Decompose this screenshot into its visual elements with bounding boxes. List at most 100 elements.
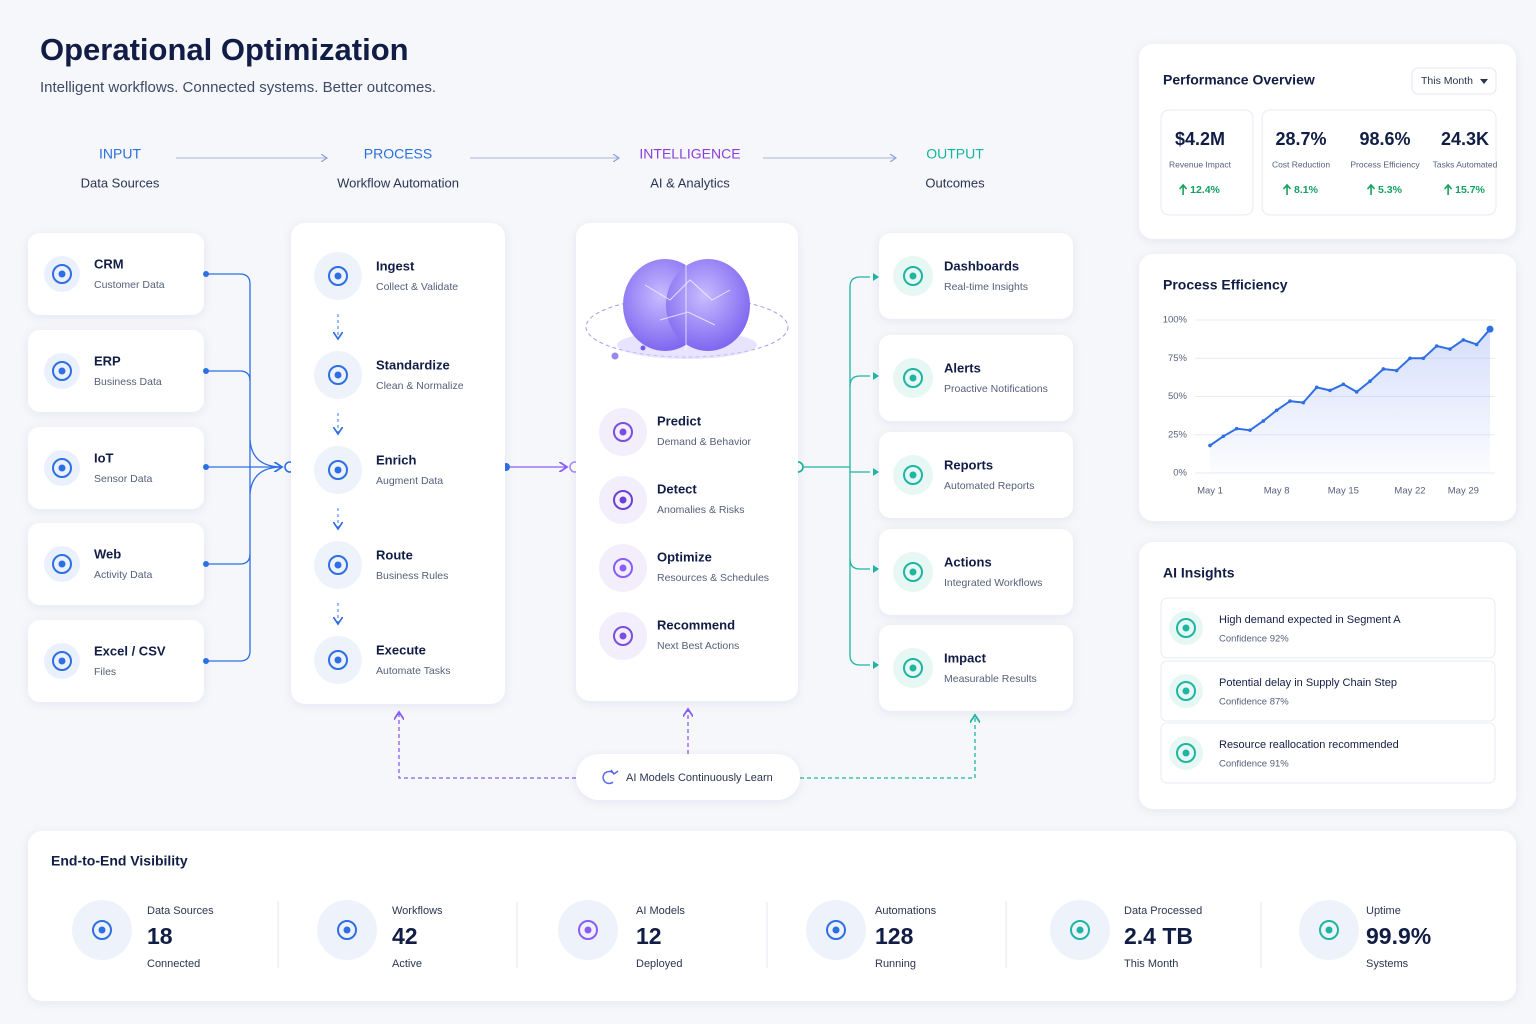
- icon-glyph: [903, 465, 923, 485]
- input-label: ERP: [94, 353, 121, 368]
- intelligence-label: Recommend: [657, 617, 735, 632]
- line-point: [1248, 428, 1252, 432]
- process-sub: Augment Data: [376, 475, 443, 487]
- stage-subtitle: Outcomes: [925, 175, 985, 190]
- output-card: [879, 432, 1073, 518]
- page-title: Operational Optimization: [40, 32, 409, 67]
- input-sub: Activity Data: [94, 569, 153, 581]
- line-point: [1434, 344, 1439, 348]
- kpi-change: 5.3%: [1378, 184, 1403, 196]
- visibility-label: AI Models: [636, 905, 685, 917]
- icon-glyph: [328, 650, 348, 670]
- visibility-label: Automations: [875, 905, 937, 917]
- line-point: [1381, 367, 1386, 371]
- icon-glyph: [52, 458, 72, 478]
- visibility-sub: This Month: [1124, 958, 1178, 970]
- input-card: [28, 330, 204, 412]
- kpi-label: Tasks Automated: [1433, 159, 1498, 169]
- input-card: [28, 233, 204, 315]
- visibility-title: End-to-End Visibility: [51, 853, 188, 869]
- icon-dot: [98, 926, 106, 934]
- intelligence-sub: Next Best Actions: [657, 640, 739, 652]
- process-sub: Business Rules: [376, 570, 448, 582]
- icon-glyph: [92, 920, 112, 940]
- chart-title: Process Efficiency: [1163, 277, 1288, 293]
- kpi-box: [1261, 109, 1497, 216]
- icon-dot: [58, 367, 66, 375]
- icon-glyph: [903, 562, 923, 582]
- x-tick-label: May 29: [1448, 486, 1479, 497]
- output-sub: Integrated Workflows: [944, 577, 1042, 589]
- visibility-value: 2.4 TB: [1124, 923, 1193, 949]
- dropdown-caret: [1480, 79, 1488, 84]
- line-point: [1288, 399, 1292, 403]
- icon-dot: [909, 664, 917, 672]
- visibility-value: 99.9%: [1366, 923, 1431, 949]
- line-point: [1221, 434, 1226, 439]
- insight-text: High demand expected in Segment A: [1219, 614, 1401, 626]
- kpi-change: 8.1%: [1294, 184, 1319, 196]
- icon-dot: [619, 428, 627, 436]
- icon-glyph: [52, 651, 72, 671]
- input-label: CRM: [94, 256, 124, 271]
- visibility-value: 42: [392, 923, 418, 949]
- visibility-label: Data Processed: [1124, 905, 1202, 917]
- output-arrowheads: [873, 273, 879, 669]
- input-label: Web: [94, 546, 121, 561]
- icon-dot: [58, 657, 66, 665]
- process-sub: Clean & Normalize: [376, 380, 464, 392]
- line-point: [1234, 426, 1239, 431]
- x-tick-label: May 1: [1197, 486, 1223, 497]
- icon-glyph: [337, 920, 357, 940]
- intelligence-label: Detect: [657, 481, 697, 496]
- line-point: [1341, 382, 1346, 387]
- input-connectors: [206, 273, 282, 662]
- visibility-label: Data Sources: [147, 905, 214, 917]
- icon-dot: [334, 272, 342, 280]
- line-point: [1368, 379, 1372, 384]
- up-arrow: [1366, 183, 1376, 195]
- kpi-label: Revenue Impact: [1169, 159, 1232, 169]
- feedback-lines: [399, 709, 975, 779]
- stage-title: INTELLIGENCE: [639, 146, 740, 162]
- intelligence-label: Predict: [657, 413, 702, 428]
- icon-glyph: [328, 460, 348, 480]
- input-sub: Customer Data: [94, 279, 165, 291]
- period-dropdown-text[interactable]: This Month: [1421, 75, 1473, 87]
- kpi-value: 28.7%: [1275, 129, 1326, 149]
- icon-glyph: [1176, 681, 1196, 701]
- line-point: [1328, 388, 1332, 393]
- input-sub: Business Data: [94, 376, 162, 388]
- output-card: [879, 625, 1073, 711]
- stage-subtitle: Workflow Automation: [337, 175, 459, 190]
- icon-dot: [1182, 687, 1190, 695]
- process-label: Standardize: [376, 357, 450, 372]
- visibility-value: 12: [636, 923, 662, 949]
- icon-dot: [58, 464, 66, 472]
- output-label: Reports: [944, 457, 993, 472]
- process-label: Execute: [376, 642, 426, 657]
- visibility-label: Workflows: [392, 905, 443, 917]
- icon-dot: [343, 926, 351, 934]
- icon-dot: [1325, 926, 1333, 934]
- icon-dot: [1182, 749, 1190, 757]
- icon-glyph: [52, 554, 72, 574]
- input-card: [28, 523, 204, 605]
- icon-dot: [1182, 624, 1190, 632]
- kpi-change: 12.4%: [1190, 184, 1220, 196]
- icon-dot: [909, 272, 917, 280]
- icon-dot: [832, 926, 840, 934]
- visibility-sub: Running: [875, 958, 916, 970]
- intelligence-sub: Demand & Behavior: [657, 436, 751, 448]
- visibility-sub: Active: [392, 958, 422, 970]
- feedback-label: AI Models Continuously Learn: [626, 772, 773, 784]
- stage-subtitle: AI & Analytics: [650, 175, 730, 190]
- stage-subtitle: Data Sources: [81, 175, 160, 190]
- orbit-dot: [640, 345, 646, 351]
- visibility-card: [28, 831, 1516, 1001]
- insight-confidence: Confidence 87%: [1219, 697, 1289, 708]
- up-arrow: [1179, 183, 1188, 195]
- icon-glyph: [1070, 920, 1090, 940]
- y-tick-label: 75%: [1168, 353, 1188, 364]
